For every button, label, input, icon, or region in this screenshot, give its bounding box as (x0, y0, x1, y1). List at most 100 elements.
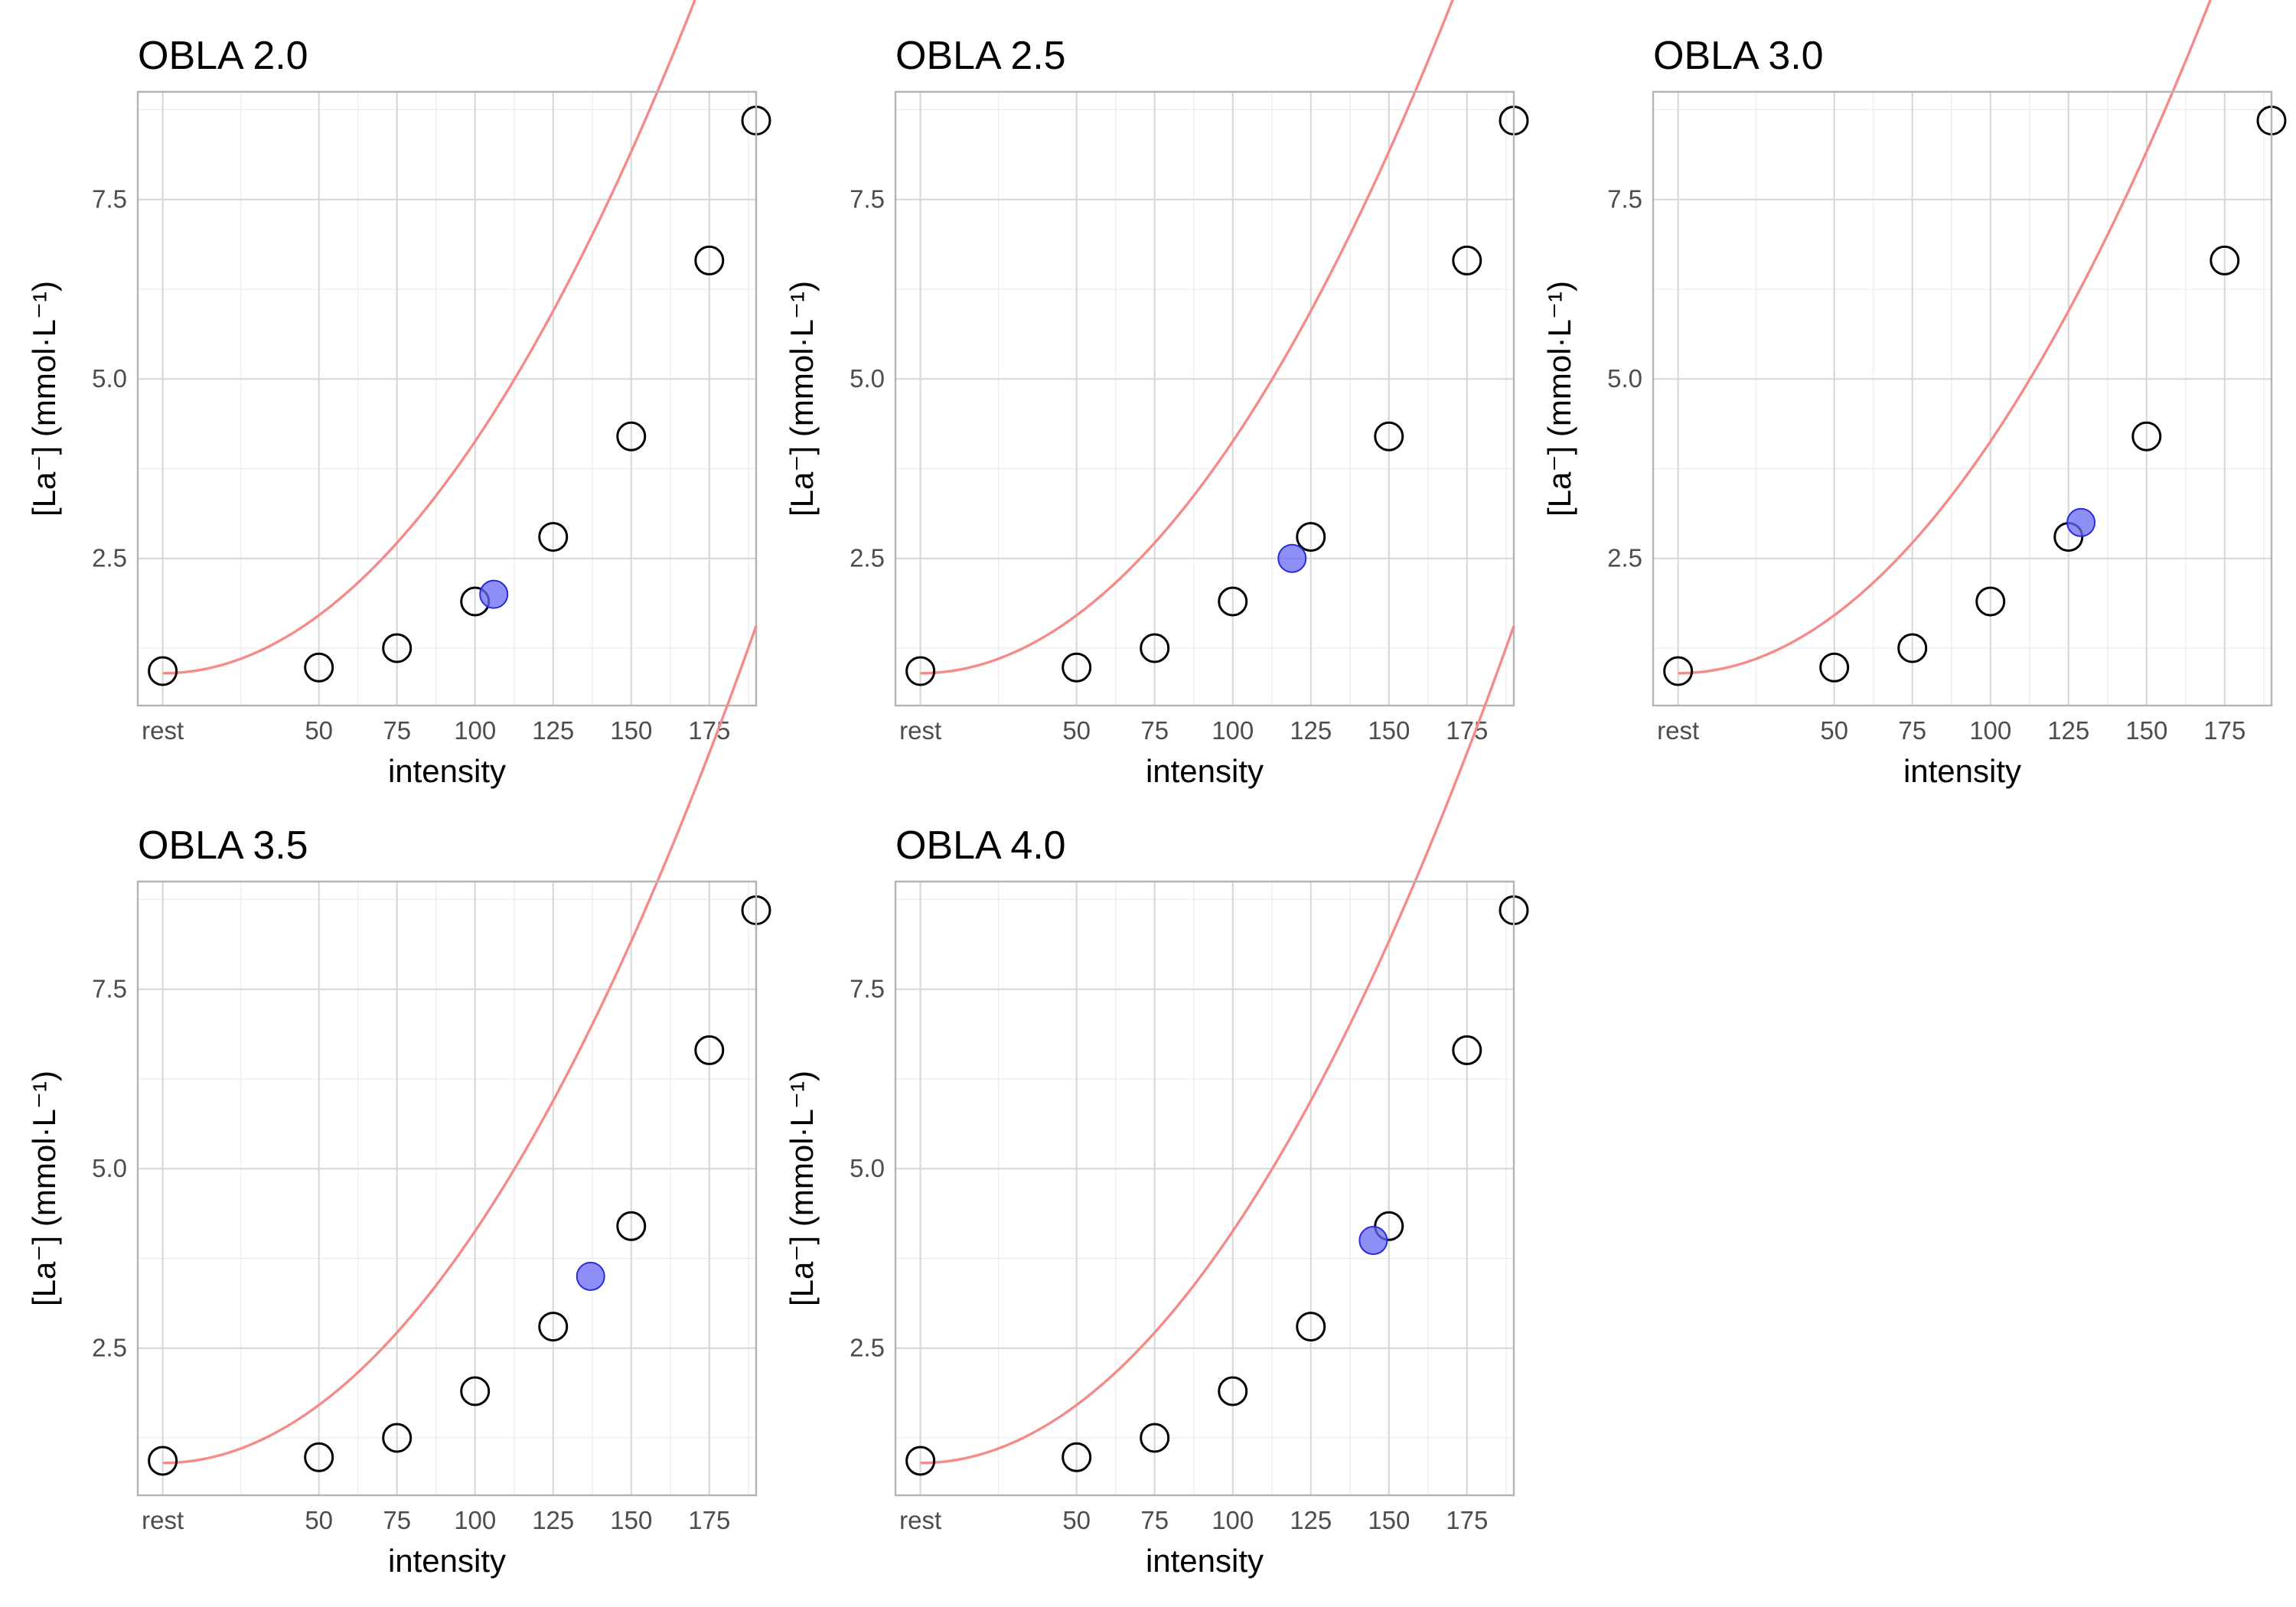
y-axis-title: [La⁻] (mmol·L⁻¹) (784, 281, 820, 517)
obla-point (1277, 543, 1307, 573)
x-tick-label: 125 (2047, 716, 2089, 745)
fit-curve (162, 0, 696, 675)
x-tick-label: 150 (1368, 716, 1410, 745)
obla-point (576, 1261, 605, 1291)
data-point (148, 1446, 178, 1476)
data-point (1140, 633, 1170, 663)
fit-curve (1678, 0, 2212, 675)
data-point (1819, 652, 1850, 683)
y-tick-label: 5.0 (850, 1154, 885, 1182)
x-tick-label: 50 (1820, 716, 1848, 745)
x-axis-title: intensity (1146, 753, 1264, 789)
panel-1: rest 50 75 100 125 150 175 2.5 5.0 7.5 OBLA 2.0 int… (26, 0, 771, 789)
obla-point (2066, 507, 2096, 537)
x-tick-label: 150 (2125, 716, 2167, 745)
panel-frame (136, 90, 758, 707)
x-tick-label: 150 (610, 716, 652, 745)
data-point (1296, 522, 1326, 553)
data-point (2210, 245, 2240, 275)
x-axis-title: intensity (388, 1543, 506, 1579)
data-point (1062, 1442, 1092, 1472)
y-tick-label: 5.0 (92, 1154, 127, 1182)
x-tick-label: 50 (305, 1506, 333, 1534)
x-tick-label: 125 (1290, 716, 1332, 745)
panel-2: rest 50 75 100 125 150 175 2.5 5.0 7.5 OBLA 2.5 int… (784, 0, 1529, 789)
x-tick-label: 175 (688, 1506, 730, 1534)
y-tick-label: 7.5 (850, 185, 885, 214)
data-point (1452, 1035, 1482, 1065)
data-point (616, 1211, 647, 1241)
panel-frame (1652, 90, 2273, 707)
x-tick-label: 125 (532, 716, 574, 745)
x-axis-title: intensity (1146, 1543, 1264, 1579)
data-point (382, 1423, 413, 1453)
y-tick-label: 2.5 (92, 1334, 127, 1362)
data-point (1663, 656, 1694, 686)
data-point (382, 633, 413, 663)
y-axis-title: [La⁻] (mmol·L⁻¹) (1541, 281, 1577, 517)
x-tick-label: 100 (1969, 716, 2011, 745)
panel-title: OBLA 3.5 (138, 823, 308, 868)
x-tick-label: rest (142, 1506, 184, 1534)
x-axis-title: intensity (388, 753, 506, 789)
y-axis-title: [La⁻] (mmol·L⁻¹) (784, 1071, 820, 1306)
y-axis-title: [La⁻] (mmol·L⁻¹) (26, 281, 62, 517)
x-tick-label: 100 (1212, 1506, 1254, 1534)
panel-4: rest 50 75 100 125 150 175 2.5 5.0 7.5 OBLA 3.5 int… (26, 625, 771, 1579)
panel-frame (894, 90, 1515, 707)
x-tick-label: 50 (1062, 1506, 1091, 1534)
x-tick-label: 125 (1290, 1506, 1332, 1534)
x-tick-label: 75 (1140, 1506, 1169, 1534)
data-point (1062, 652, 1092, 683)
fit-curve (920, 625, 1515, 1465)
x-axis-title: intensity (1903, 753, 2021, 789)
panel-title: OBLA 4.0 (895, 823, 1066, 868)
x-tick-label: 175 (1446, 1506, 1488, 1534)
data-point (1975, 586, 2006, 617)
data-point (1452, 245, 1482, 275)
x-tick-label: 150 (610, 1506, 652, 1534)
x-tick-label: 50 (1062, 716, 1091, 745)
x-tick-label: 75 (1140, 716, 1169, 745)
x-tick-label: 75 (1898, 716, 1926, 745)
fit-curve (920, 0, 1454, 675)
panel-frame (136, 880, 758, 1497)
x-tick-label: 175 (2203, 716, 2245, 745)
obla-point (1358, 1226, 1388, 1256)
fit-curve (162, 625, 758, 1465)
y-tick-label: 2.5 (1607, 544, 1642, 572)
x-tick-label: 50 (305, 716, 333, 745)
x-tick-label: 125 (532, 1506, 574, 1534)
data-point (905, 1446, 936, 1476)
x-tick-label: 75 (383, 1506, 411, 1534)
x-tick-label: 150 (1368, 1506, 1410, 1534)
y-tick-label: 7.5 (92, 185, 127, 214)
y-tick-label: 2.5 (850, 1334, 885, 1362)
x-tick-label: 175 (688, 716, 730, 745)
y-tick-label: 7.5 (92, 975, 127, 1003)
panel-title: OBLA 3.0 (1653, 34, 1824, 78)
panel-3: rest 50 75 100 125 150 175 2.5 5.0 7.5 OBLA 3.0 int… (1541, 0, 2287, 789)
data-point (1374, 421, 1404, 451)
obla-point (479, 579, 509, 609)
y-tick-label: 2.5 (92, 544, 127, 572)
panel-frame (894, 880, 1515, 1497)
data-point (1140, 1423, 1170, 1453)
panel-5: rest 50 75 100 125 150 175 2.5 5.0 7.5 OBLA 4.0 int… (784, 625, 1529, 1579)
data-point (1897, 633, 1928, 663)
data-point (460, 1376, 491, 1407)
y-tick-label: 7.5 (850, 975, 885, 1003)
data-point (538, 522, 569, 553)
x-tick-label: rest (899, 716, 941, 745)
x-tick-label: 100 (454, 1506, 496, 1534)
x-tick-label: rest (1657, 716, 1699, 745)
data-point (538, 1312, 569, 1342)
panel-title: OBLA 2.5 (895, 34, 1066, 78)
y-tick-label: 5.0 (1607, 364, 1642, 393)
panel-title: OBLA 2.0 (138, 34, 308, 78)
y-tick-label: 5.0 (92, 364, 127, 393)
y-tick-label: 5.0 (850, 364, 885, 393)
y-tick-label: 7.5 (1607, 185, 1642, 214)
data-point (1218, 1376, 1248, 1407)
